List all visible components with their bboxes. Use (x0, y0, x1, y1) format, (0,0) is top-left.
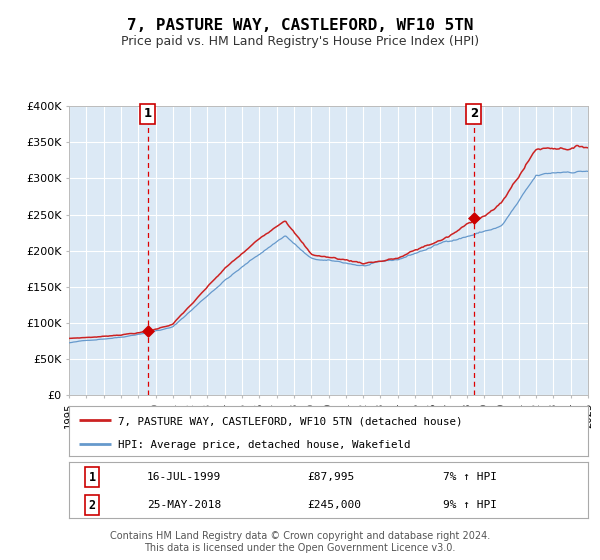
Text: 1: 1 (89, 470, 96, 484)
Text: HPI: Average price, detached house, Wakefield: HPI: Average price, detached house, Wake… (118, 440, 411, 450)
Text: Contains HM Land Registry data © Crown copyright and database right 2024.: Contains HM Land Registry data © Crown c… (110, 531, 490, 542)
Text: 7, PASTURE WAY, CASTLEFORD, WF10 5TN: 7, PASTURE WAY, CASTLEFORD, WF10 5TN (127, 18, 473, 32)
Text: 7% ↑ HPI: 7% ↑ HPI (443, 472, 497, 482)
Text: 2: 2 (470, 107, 478, 120)
Text: 16-JUL-1999: 16-JUL-1999 (147, 472, 221, 482)
Text: This data is licensed under the Open Government Licence v3.0.: This data is licensed under the Open Gov… (145, 543, 455, 553)
Text: 7, PASTURE WAY, CASTLEFORD, WF10 5TN (detached house): 7, PASTURE WAY, CASTLEFORD, WF10 5TN (de… (118, 416, 463, 426)
Text: £87,995: £87,995 (308, 472, 355, 482)
Text: Price paid vs. HM Land Registry's House Price Index (HPI): Price paid vs. HM Land Registry's House … (121, 35, 479, 49)
Text: 25-MAY-2018: 25-MAY-2018 (147, 500, 221, 510)
Text: 1: 1 (143, 107, 152, 120)
Text: 9% ↑ HPI: 9% ↑ HPI (443, 500, 497, 510)
Text: £245,000: £245,000 (308, 500, 362, 510)
Text: 2: 2 (89, 498, 96, 512)
